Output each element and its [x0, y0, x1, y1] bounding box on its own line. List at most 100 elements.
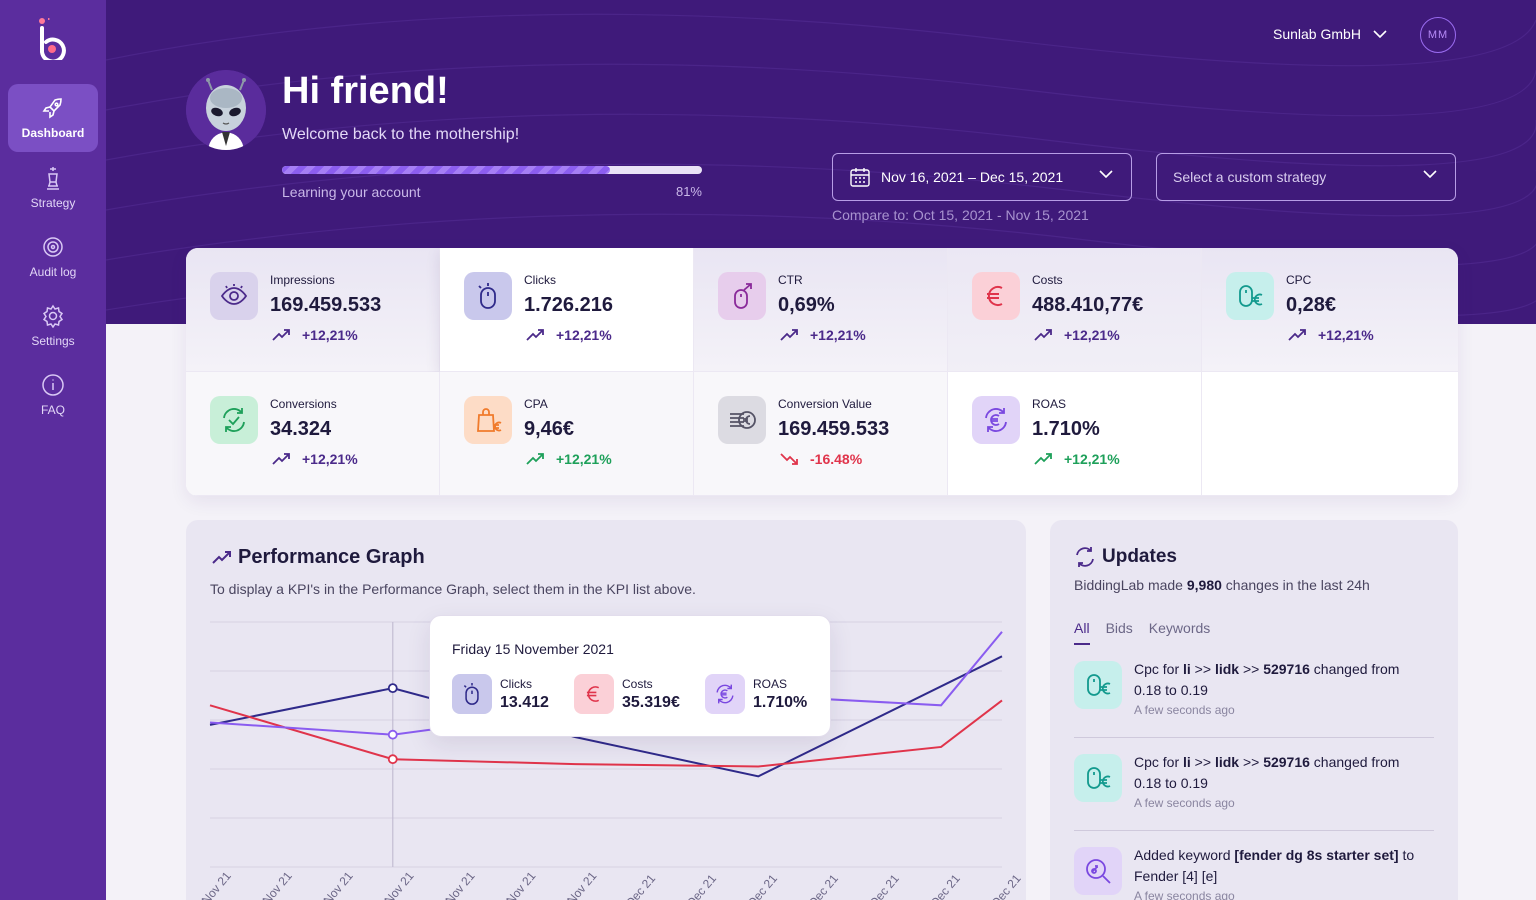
sidebar-item-faq[interactable]: FAQ: [8, 361, 98, 429]
chess-icon: [47, 167, 59, 190]
cpc-euro-icon: [1226, 272, 1274, 320]
welcome-text: Welcome back to the mothership!: [282, 126, 520, 143]
kpi-cpa[interactable]: CPA 9,46€ +12,21%: [440, 372, 694, 496]
update-text-bold: 529716: [1263, 754, 1310, 770]
update-item[interactable]: Cpc for li >> lidk >> 529716 changed fro…: [1074, 645, 1434, 738]
roas-euro-cycle-icon: [705, 674, 745, 714]
kpi-change: +12,21%: [272, 327, 358, 343]
update-text-part: Cpc for: [1134, 661, 1184, 677]
roas-euro-cycle-icon: [972, 396, 1020, 444]
kpi-value: 34.324: [270, 418, 332, 440]
kpi-conversion-value[interactable]: Conversion Value 169.459.533 -16.48%: [694, 372, 948, 496]
kpi-value: 9,46€: [524, 418, 575, 440]
kpi-change-value: +12,21%: [556, 451, 612, 467]
trend-up-icon: [1034, 329, 1052, 341]
kpi-label: Conversions: [270, 397, 337, 411]
performance-graph-title: Performance Graph: [238, 546, 425, 568]
kpi-change-value: +12,21%: [302, 327, 358, 343]
update-text-part: >>: [1190, 754, 1215, 770]
tooltip-label: ROAS: [753, 676, 788, 691]
sidebar-item-label: Audit log: [29, 265, 77, 279]
kpi-cpc[interactable]: CPC 0,28€ +12,21%: [1202, 248, 1458, 372]
kpi-label: Clicks: [524, 273, 556, 287]
x-tick-label: 12 Nov 21: [188, 869, 234, 900]
kpi-ctr[interactable]: CTR 0,69% +12,21%: [694, 248, 948, 372]
alien-avatar: [186, 70, 266, 150]
sidebar-item-audit-log[interactable]: Audit log: [8, 223, 98, 291]
company-switcher[interactable]: Sunlab GmbH: [1273, 26, 1387, 42]
alien-illustration: [186, 70, 266, 150]
update-item[interactable]: Cpc for li >> lidk >> 529716 changed fro…: [1074, 738, 1434, 831]
trend-up-icon: [212, 551, 231, 564]
x-tick-label: 16 Nov 21: [432, 869, 478, 900]
date-range-value: Nov 16, 2021 – Dec 15, 2021: [881, 169, 1064, 185]
update-time: A few seconds ago: [1134, 889, 1235, 900]
kpi-change: +12,21%: [780, 327, 866, 343]
conversion-cycle-icon: [210, 396, 258, 444]
greeting-title: Hi friend!: [282, 70, 449, 112]
x-tick-label: 15 Nov 21: [371, 869, 417, 900]
kpi-change-value: +12,21%: [302, 451, 358, 467]
kpi-change: +12,21%: [272, 451, 358, 467]
update-text-part: Added keyword: [1134, 847, 1235, 863]
tab-keywords[interactable]: Keywords: [1148, 620, 1211, 636]
sidebar-item-dashboard[interactable]: Dashboard: [8, 84, 98, 152]
x-tick-label: 1 Dec 21: [617, 871, 659, 900]
series-line-clicks[interactable]: [209, 655, 1003, 778]
learning-progress-bar: [282, 166, 702, 174]
update-text: Cpc for li >> lidk >> 529716 changed fro…: [1134, 659, 1424, 701]
tooltip-value: 1.710%: [753, 693, 808, 711]
sidebar-item-strategy[interactable]: Strategy: [8, 154, 98, 222]
bidding-lab-logo[interactable]: [36, 16, 70, 60]
update-text-part: >>: [1239, 661, 1264, 677]
kpi-value: 0,28€: [1286, 294, 1337, 316]
x-tick-label: 7 Dec 21: [982, 871, 1024, 900]
kpi-clicks[interactable]: Clicks 1.726.216 +12,21%: [440, 248, 694, 372]
data-point-roas[interactable]: [387, 729, 398, 740]
kpi-value: 1.710%: [1032, 418, 1100, 440]
learning-label: Learning your account: [282, 184, 421, 200]
kpi-roas[interactable]: ROAS 1.710% +12,21%: [948, 372, 1202, 496]
kpi-conversions[interactable]: Conversions 34.324 +12,21%: [186, 372, 440, 496]
x-tick-label: 17 Nov 21: [493, 869, 539, 900]
update-text-part: changed from 0.18 to 0.19: [1134, 661, 1400, 698]
tooltip-item-roas: ROAS 1.710%: [705, 674, 807, 714]
kpi-change: +12,21%: [1034, 451, 1120, 467]
user-avatar[interactable]: MM: [1420, 17, 1456, 53]
cpc-euro-icon: [1074, 661, 1122, 709]
update-item[interactable]: Added keyword [fender dg 8s starter set]…: [1074, 831, 1434, 900]
strategy-placeholder: Select a custom strategy: [1173, 169, 1327, 185]
kpi-card: Impressions 169.459.533 +12,21% Clicks 1…: [186, 248, 1458, 496]
data-point-clicks[interactable]: [387, 683, 398, 694]
company-name: Sunlab GmbH: [1273, 26, 1361, 42]
rocket-icon: [42, 98, 62, 119]
cursor-click-icon: [718, 272, 766, 320]
update-text: Cpc for li >> lidk >> 529716 changed fro…: [1134, 752, 1424, 794]
data-point-costs[interactable]: [387, 754, 398, 765]
trend-up-icon: [1034, 453, 1052, 465]
info-icon: [42, 374, 64, 396]
kpi-change: -16.48%: [780, 451, 862, 467]
kpi-value: 488.410,77€: [1032, 294, 1144, 316]
sidebar-item-label: Strategy: [30, 196, 76, 210]
tab-bids[interactable]: Bids: [1105, 620, 1133, 636]
kpi-label: Conversion Value: [778, 397, 872, 411]
strategy-select[interactable]: Select a custom strategy: [1156, 153, 1456, 201]
tooltip-value: 35.319€: [622, 693, 680, 711]
series-line-costs[interactable]: [209, 699, 1003, 768]
trend-up-icon: [526, 329, 544, 341]
audit-icon: [43, 237, 63, 257]
tooltip-date: Friday 15 November 2021: [452, 641, 614, 657]
kpi-costs[interactable]: Costs 488.410,77€ +12,21%: [948, 248, 1202, 372]
shopping-bag-icon: [464, 396, 512, 444]
sidebar-item-settings[interactable]: Settings: [8, 292, 98, 360]
trend-up-icon: [272, 329, 290, 341]
trend-up-icon: [272, 453, 290, 465]
euro-icon: [972, 272, 1020, 320]
update-text-part: Cpc for: [1134, 754, 1184, 770]
date-range-picker[interactable]: Nov 16, 2021 – Dec 15, 2021: [832, 153, 1132, 201]
tab-all[interactable]: All: [1074, 620, 1090, 645]
kpi-impressions[interactable]: Impressions 169.459.533 +12,21%: [186, 248, 440, 372]
mouse-icon: [464, 272, 512, 320]
user-initials: MM: [1427, 29, 1449, 41]
